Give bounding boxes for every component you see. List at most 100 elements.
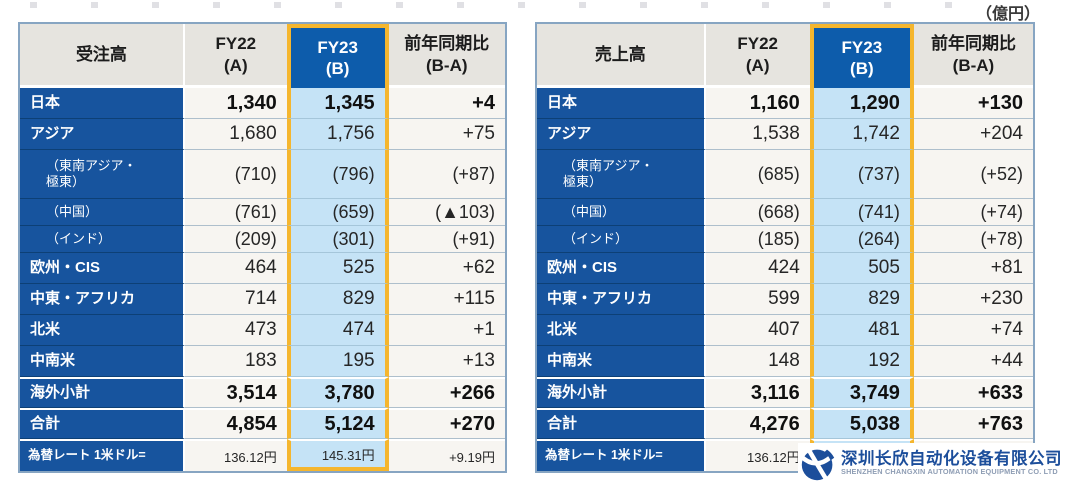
fy22-value: 3,116	[705, 377, 810, 408]
yoy-diff-value: (+87)	[388, 150, 505, 199]
table-row: 欧州・CIS 424 505 +81	[537, 253, 1033, 284]
table-row: （東南アジア・ 極東） (685) (737) (+52)	[537, 150, 1033, 199]
cropped-text-fragments	[30, 2, 960, 8]
fy22-value: 407	[705, 315, 810, 346]
row-label: 為替レート 1米ドル=	[537, 439, 706, 471]
row-label: 海外小計	[537, 377, 706, 408]
fy23-value: 525	[286, 253, 389, 284]
sales-table-body: 日本 1,160 1,290 +130 アジア 1,538 1,742 +204…	[537, 88, 1033, 471]
yoy-diff-value: +62	[388, 253, 505, 284]
fy22-value: (761)	[184, 199, 287, 226]
sales-table-title: 売上高	[537, 24, 706, 88]
fy23-value: 829	[809, 284, 914, 315]
unit-label: （億円）	[975, 6, 1040, 23]
watermark-company-cn: 深圳长欣自动化设备有限公司	[841, 450, 1062, 469]
changxin-logo-icon	[800, 447, 836, 482]
yoy-diff-value: (+52)	[913, 150, 1033, 199]
fy23-value: 474	[286, 315, 389, 346]
yoy-diff-value: +74	[913, 315, 1033, 346]
table-row: 日本 1,340 1,345 +4	[20, 88, 505, 119]
fy23-value: 145.31円	[286, 439, 389, 471]
fy23-value: (659)	[286, 199, 389, 226]
yoy-diff-value: +266	[388, 377, 505, 408]
orders-table: 受注高 FY22 (A) FY23 (B) 前年同期比 (B-A) 日本 1,3…	[18, 22, 507, 473]
fy23-value: (796)	[286, 150, 389, 199]
row-label: アジア	[20, 119, 185, 150]
row-label: 中東・アフリカ	[537, 284, 706, 315]
fy22-value: 148	[705, 346, 810, 377]
orders-table-title: 受注高	[20, 24, 185, 88]
yoy-diff-value: +9.19円	[388, 439, 505, 471]
fy23-value: 3,749	[809, 377, 914, 408]
fy23-value: 1,742	[809, 119, 914, 150]
yoy-diff-value: +4	[388, 88, 505, 119]
yoy-diff-value: (+78)	[913, 226, 1033, 253]
fy22-value: 599	[705, 284, 810, 315]
table-row: 海外小計 3,514 3,780 +266	[20, 377, 505, 408]
yoy-diff-value: +13	[388, 346, 505, 377]
yoy-diff-value: (▲103)	[388, 199, 505, 226]
fy23-value: (737)	[809, 150, 914, 199]
table-row: 日本 1,160 1,290 +130	[537, 88, 1033, 119]
row-label: 中南米	[537, 346, 706, 377]
fy23-value: 481	[809, 315, 914, 346]
yoy-diff-value: +230	[913, 284, 1033, 315]
row-label: 日本	[20, 88, 185, 119]
table-row: （インド） (209) (301) (+91)	[20, 226, 505, 253]
fy22-value: (668)	[705, 199, 810, 226]
fy22-value: 1,538	[705, 119, 810, 150]
row-label: 日本	[537, 88, 706, 119]
row-label: （中国）	[20, 199, 185, 226]
row-label: 中東・アフリカ	[20, 284, 185, 315]
orders-header-row: 受注高 FY22 (A) FY23 (B) 前年同期比 (B-A)	[20, 24, 505, 88]
yoy-diff-value: +204	[913, 119, 1033, 150]
yoy-diff-value: +81	[913, 253, 1033, 284]
fy23-value: 3,780	[286, 377, 389, 408]
row-label: 海外小計	[20, 377, 185, 408]
fy22-value: 4,854	[184, 408, 287, 439]
row-label: アジア	[537, 119, 706, 150]
fy22-value: 1,160	[705, 88, 810, 119]
sales-table: 売上高 FY22 (A) FY23 (B) 前年同期比 (B-A) 日本 1,1…	[535, 22, 1035, 473]
fy23-value: (264)	[809, 226, 914, 253]
yoy-diff-value: +633	[913, 377, 1033, 408]
fy22-value: 136.12円	[184, 439, 287, 471]
table-row: 北米 407 481 +74	[537, 315, 1033, 346]
table-row: 為替レート 1米ドル= 136.12円 145.31円 +9.19円	[20, 439, 505, 471]
fy23-value: 5,038	[809, 408, 914, 439]
table-row: （インド） (185) (264) (+78)	[537, 226, 1033, 253]
yoy-diff-value: +130	[913, 88, 1033, 119]
watermark-company-en: SHENZHEN CHANGXIN AUTOMATION EQUIPMENT C…	[841, 467, 1058, 477]
fy22-value: 136.12円	[705, 439, 810, 471]
fy22-value: 4,276	[705, 408, 810, 439]
row-label: （東南アジア・ 極東）	[20, 150, 185, 199]
fy22-value: (185)	[705, 226, 810, 253]
fy23-value: 192	[809, 346, 914, 377]
table-row: 中南米 183 195 +13	[20, 346, 505, 377]
row-label: 合計	[537, 408, 706, 439]
orders-col-header-fy23-highlighted: FY23 (B)	[286, 24, 389, 88]
sales-col-header-fy22: FY22 (A)	[705, 24, 810, 88]
fy22-value: 1,680	[184, 119, 287, 150]
yoy-diff-value: +763	[913, 408, 1033, 439]
yoy-diff-value: +44	[913, 346, 1033, 377]
table-row: 中東・アフリカ 714 829 +115	[20, 284, 505, 315]
fy23-value: 195	[286, 346, 389, 377]
table-row: アジア 1,538 1,742 +204	[537, 119, 1033, 150]
table-row: 合計 4,854 5,124 +270	[20, 408, 505, 439]
watermark: 深圳长欣自动化设备有限公司 SHENZHEN CHANGXIN AUTOMATI…	[798, 443, 1080, 484]
row-label: 為替レート 1米ドル=	[20, 439, 185, 471]
orders-col-header-yoy: 前年同期比 (B-A)	[388, 24, 505, 88]
table-row: 北米 473 474 +1	[20, 315, 505, 346]
sales-col-header-yoy: 前年同期比 (B-A)	[913, 24, 1033, 88]
row-label: （インド）	[537, 226, 706, 253]
row-label: 中南米	[20, 346, 185, 377]
yoy-diff-value: +115	[388, 284, 505, 315]
orders-col-header-fy22: FY22 (A)	[184, 24, 287, 88]
fy22-value: 1,340	[184, 88, 287, 119]
table-row: 合計 4,276 5,038 +763	[537, 408, 1033, 439]
fy23-value: 505	[809, 253, 914, 284]
fy22-value: 183	[184, 346, 287, 377]
row-label: （東南アジア・ 極東）	[537, 150, 706, 199]
row-label: 北米	[20, 315, 185, 346]
